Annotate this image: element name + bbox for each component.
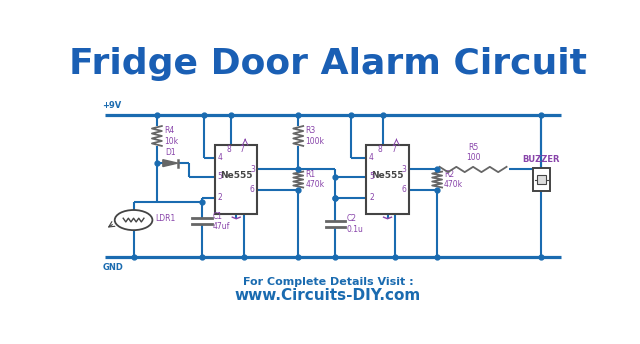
Text: LDR1: LDR1 [155, 214, 175, 223]
Text: 2: 2 [218, 193, 223, 202]
Text: BUZZER: BUZZER [522, 155, 560, 164]
Text: 4: 4 [369, 153, 374, 162]
Text: R4
10k: R4 10k [164, 126, 178, 146]
Text: 5: 5 [218, 172, 223, 181]
Text: 5: 5 [369, 172, 374, 181]
Text: www.Circuits-DIY.com: www.Circuits-DIY.com [235, 288, 421, 303]
Text: 3: 3 [250, 165, 255, 174]
Text: Ne555: Ne555 [371, 171, 404, 180]
Text: R3
100k: R3 100k [305, 126, 324, 146]
Text: 6: 6 [401, 185, 406, 194]
Text: For Complete Details Visit :: For Complete Details Visit : [243, 277, 413, 287]
Text: 2: 2 [369, 193, 374, 202]
Text: R1
470k: R1 470k [305, 170, 324, 189]
Text: 7: 7 [240, 146, 244, 154]
Text: 8: 8 [378, 146, 383, 154]
Text: 8: 8 [227, 146, 231, 154]
Text: C1
47uf: C1 47uf [213, 212, 230, 231]
Text: C2
0.1u: C2 0.1u [346, 214, 364, 234]
Bar [367, 145, 408, 214]
Text: 4: 4 [218, 153, 223, 162]
Text: Fridge Door Alarm Circuit: Fridge Door Alarm Circuit [69, 47, 587, 81]
Text: D1: D1 [165, 148, 175, 157]
Text: GND: GND [102, 263, 123, 272]
Text: 6: 6 [250, 185, 255, 194]
Text: R2
470k: R2 470k [444, 170, 463, 189]
Text: R5
100: R5 100 [466, 143, 481, 162]
Text: Ne555: Ne555 [220, 171, 253, 180]
Polygon shape [163, 160, 178, 166]
Text: +9V: +9V [102, 100, 122, 110]
Bar [532, 168, 550, 191]
Text: 7: 7 [391, 146, 396, 154]
Text: 3: 3 [401, 165, 406, 174]
Bar [215, 145, 257, 214]
Bar [537, 175, 546, 184]
